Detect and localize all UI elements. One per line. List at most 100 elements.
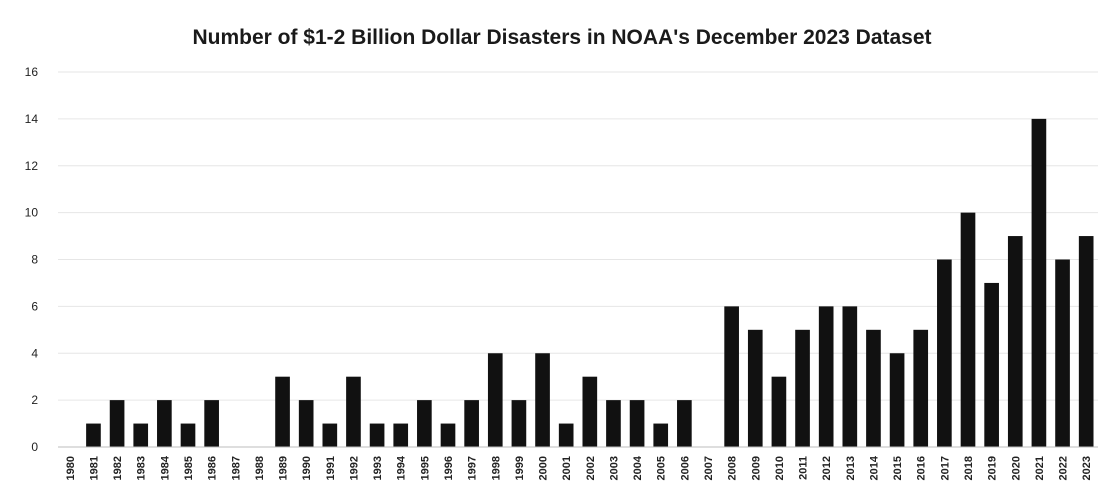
bar-1999	[511, 400, 527, 447]
x-tick-label: 1997	[467, 456, 479, 480]
bar-1996	[440, 423, 456, 447]
bar-2011	[795, 329, 810, 447]
y-tick-label: 0	[31, 440, 38, 454]
bar-2015	[889, 353, 905, 447]
x-tick-label: 1980	[65, 456, 77, 480]
x-tick-label: 2010	[774, 456, 786, 480]
x-tick-label: 2017	[939, 456, 951, 480]
bar-2005	[653, 423, 669, 447]
x-tick-label: 1982	[112, 456, 124, 480]
bar-1984	[157, 400, 172, 447]
x-axis-ticks: 1980 1981 1982 1983 1984 1985 1986 1987 1988 1989…	[65, 455, 1093, 480]
bar-2023	[1078, 236, 1094, 447]
bar-1998	[487, 353, 503, 447]
x-tick-label: 2003	[608, 456, 620, 480]
bar-2019	[984, 282, 999, 447]
x-tick-label: 1987	[230, 456, 242, 480]
bar-1991	[322, 423, 338, 447]
x-tick-label: 2016	[916, 456, 928, 480]
bar-2022	[1055, 259, 1070, 447]
bar-2006	[677, 400, 692, 447]
bar-2008	[724, 306, 739, 447]
x-tick-label: 2006	[679, 456, 691, 480]
x-tick-label: 1998	[490, 456, 502, 480]
x-tick-label: 2019	[987, 456, 999, 480]
x-tick-label: 2018	[963, 456, 975, 480]
y-tick-label: 4	[31, 346, 38, 360]
bar-1983	[133, 423, 149, 447]
x-tick-label: 2015	[892, 456, 904, 480]
x-tick-label: 2004	[632, 455, 644, 480]
x-tick-label: 2009	[750, 456, 762, 480]
x-tick-label: 1995	[419, 456, 431, 480]
bar-2017	[937, 259, 952, 447]
x-tick-label: 1996	[443, 456, 455, 480]
x-tick-label: 2011	[798, 456, 810, 480]
x-tick-label: 2007	[703, 456, 715, 480]
bar-1994	[393, 423, 409, 447]
bar-1989	[275, 376, 290, 447]
bar-1990	[298, 400, 314, 447]
bar-2013	[842, 306, 858, 447]
bar-1992	[346, 376, 361, 447]
bar-1993	[369, 423, 385, 447]
x-tick-label: 2014	[868, 455, 880, 480]
chart-title: Number of $1-2 Billion Dollar Disasters …	[192, 26, 931, 49]
bar-1981	[86, 423, 101, 447]
x-tick-label: 1983	[136, 456, 148, 480]
y-tick-label: 16	[25, 65, 39, 79]
x-tick-label: 2001	[561, 456, 573, 480]
bar-2002	[582, 376, 598, 447]
x-tick-label: 1985	[183, 456, 195, 480]
bar-1982	[109, 400, 125, 447]
x-tick-label: 2021	[1034, 456, 1046, 480]
bar-2000	[535, 353, 550, 447]
x-tick-label: 1999	[514, 456, 526, 480]
bar-2009	[747, 329, 763, 447]
x-tick-label: 1992	[348, 456, 360, 480]
bar-1986	[204, 400, 219, 447]
bar-2020	[1007, 236, 1023, 447]
x-tick-label: 2000	[538, 456, 550, 480]
bars	[86, 118, 1094, 447]
bar-2001	[558, 423, 574, 447]
bar-2021	[1031, 118, 1047, 447]
bar-2016	[913, 329, 929, 447]
bar-2012	[818, 306, 834, 447]
y-tick-label: 6	[31, 299, 38, 313]
bar-2014	[866, 329, 881, 447]
y-tick-label: 12	[25, 159, 39, 173]
bar-2018	[960, 212, 976, 447]
x-tick-label: 2012	[821, 456, 833, 480]
gridlines	[58, 71, 1098, 401]
x-tick-label: 1993	[372, 456, 384, 480]
x-tick-label: 1990	[301, 456, 313, 480]
bar-2010	[771, 376, 787, 447]
x-tick-label: 2013	[845, 456, 857, 480]
bar-1997	[464, 400, 479, 447]
x-tick-label: 1986	[207, 456, 219, 480]
x-tick-label: 2008	[727, 456, 739, 480]
bar-1995	[417, 400, 432, 447]
y-tick-label: 8	[31, 253, 38, 267]
x-tick-label: 2002	[585, 456, 597, 480]
y-tick-label: 2	[31, 393, 38, 407]
x-tick-label: 1988	[254, 456, 266, 480]
bar-2004	[629, 400, 645, 447]
x-tick-label: 1994	[396, 455, 408, 480]
x-tick-label: 2005	[656, 456, 668, 480]
x-tick-label: 2022	[1058, 456, 1070, 480]
bar-1985	[180, 423, 196, 447]
y-axis-ticks: 0 2 4 6 8 10 12 14 16	[25, 65, 39, 454]
x-tick-label: 1989	[278, 456, 290, 480]
y-tick-label: 10	[25, 206, 39, 220]
x-tick-label: 2023	[1081, 456, 1093, 480]
x-tick-label: 1991	[325, 456, 337, 480]
x-tick-label: 1981	[88, 456, 100, 480]
bar-2003	[606, 400, 621, 447]
x-tick-label: 2020	[1010, 456, 1022, 480]
y-tick-label: 14	[25, 112, 39, 126]
x-tick-label: 1984	[159, 455, 171, 480]
